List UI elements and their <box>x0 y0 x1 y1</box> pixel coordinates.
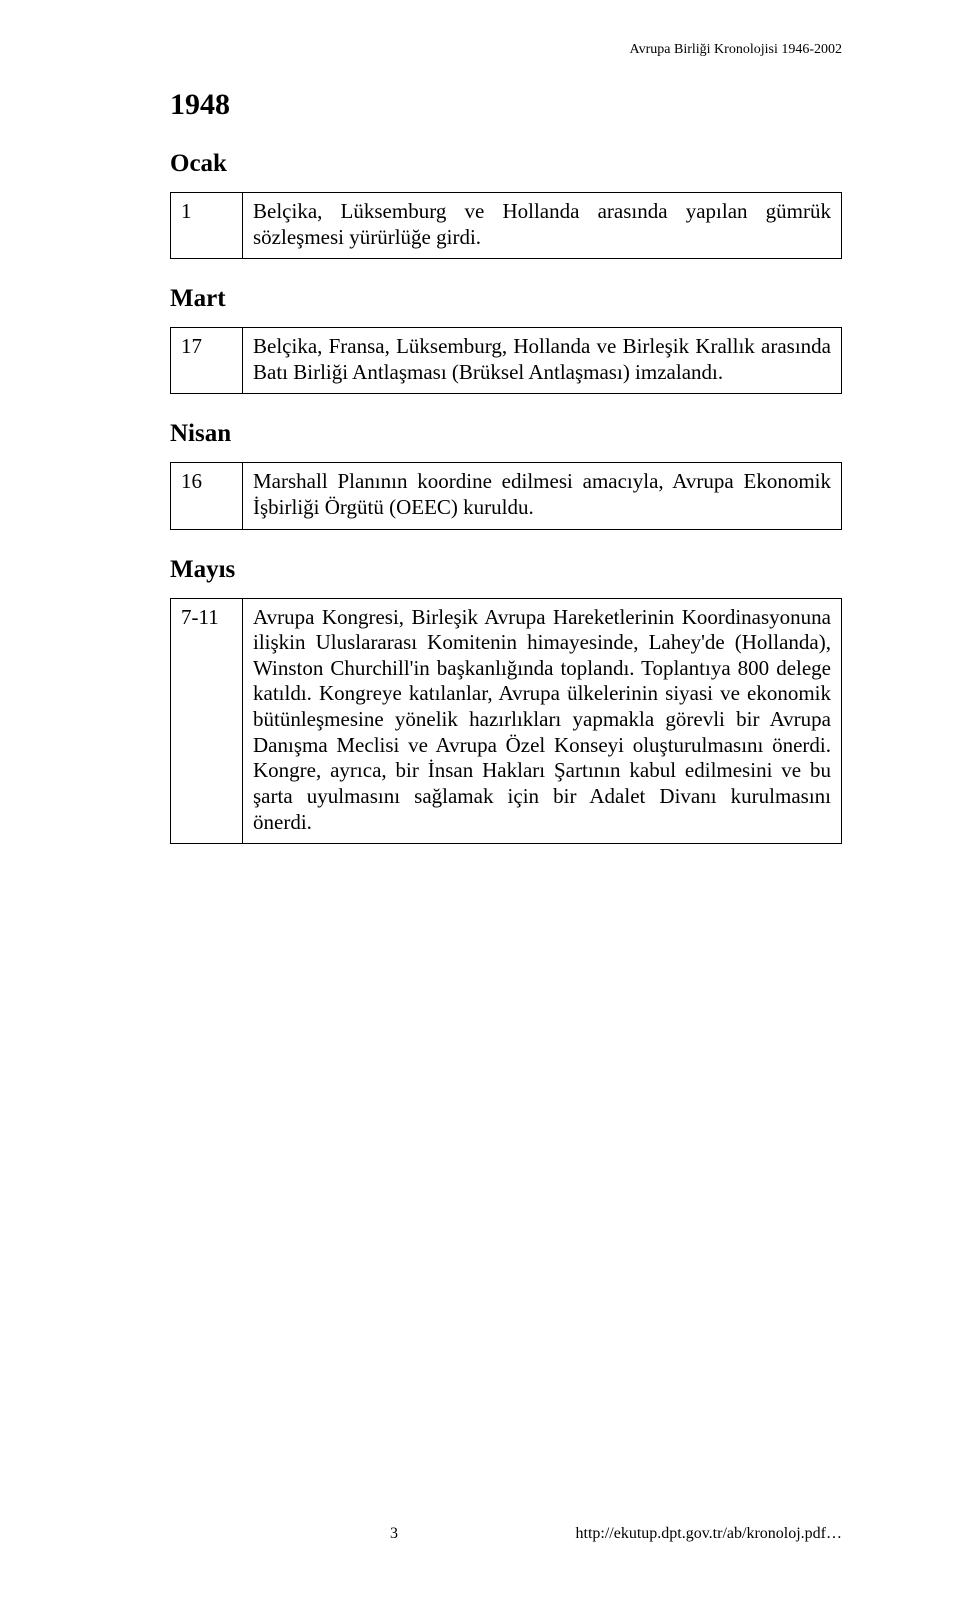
footer-url: http://ekutup.dpt.gov.tr/ab/kronoloj.pdf… <box>576 1525 843 1543</box>
entries-table-mart: 17 Belçika, Fransa, Lüksemburg, Hollanda… <box>170 327 842 394</box>
table-row: 7-11 Avrupa Kongresi, Birleşik Avrupa Ha… <box>171 598 842 843</box>
entry-text: Avrupa Kongresi, Birleşik Avrupa Hareket… <box>243 598 842 843</box>
table-row: 1 Belçika, Lüksemburg ve Hollanda arasın… <box>171 193 842 259</box>
entries-table-ocak: 1 Belçika, Lüksemburg ve Hollanda arasın… <box>170 192 842 259</box>
month-heading-mart: Mart <box>170 285 842 313</box>
entry-day: 7-11 <box>171 598 243 843</box>
entry-text: Belçika, Lüksemburg ve Hollanda arasında… <box>243 193 842 259</box>
document-page: Avrupa Birliği Kronolojisi 1946-2002 194… <box>0 0 960 1597</box>
table-row: 17 Belçika, Fransa, Lüksemburg, Hollanda… <box>171 328 842 394</box>
year-heading: 1948 <box>170 88 842 122</box>
entry-day: 1 <box>171 193 243 259</box>
entry-day: 16 <box>171 463 243 529</box>
entry-day: 17 <box>171 328 243 394</box>
month-heading-nisan: Nisan <box>170 420 842 448</box>
entries-table-mayis: 7-11 Avrupa Kongresi, Birleşik Avrupa Ha… <box>170 598 842 844</box>
entries-table-nisan: 16 Marshall Planının koordine edilmesi a… <box>170 462 842 529</box>
page-footer: 3 http://ekutup.dpt.gov.tr/ab/kronoloj.p… <box>170 1525 842 1543</box>
entry-text: Belçika, Fransa, Lüksemburg, Hollanda ve… <box>243 328 842 394</box>
month-heading-ocak: Ocak <box>170 150 842 178</box>
month-heading-mayis: Mayıs <box>170 556 842 584</box>
page-number: 3 <box>390 1525 398 1543</box>
table-row: 16 Marshall Planının koordine edilmesi a… <box>171 463 842 529</box>
running-head: Avrupa Birliği Kronolojisi 1946-2002 <box>170 42 842 58</box>
entry-text: Marshall Planının koordine edilmesi amac… <box>243 463 842 529</box>
